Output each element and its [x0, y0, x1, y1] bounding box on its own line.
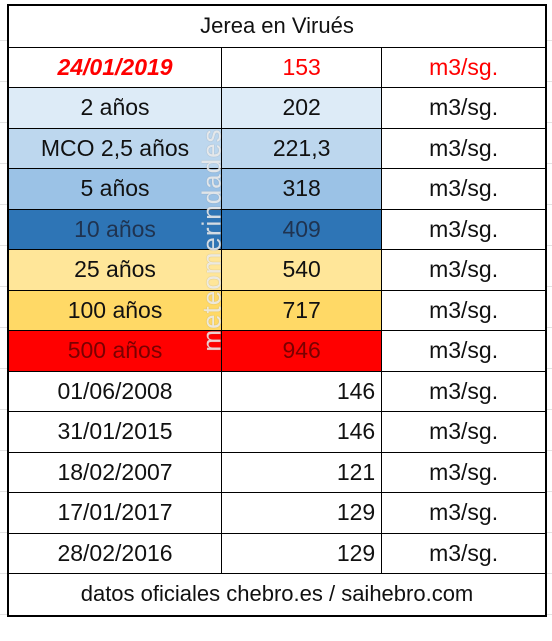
table-cell: m3/sg.: [381, 168, 547, 210]
table-cell: 18/02/2007: [7, 451, 223, 493]
table-row: 17/01/2017 129 m3/sg.: [7, 492, 547, 534]
table-cell: 946: [221, 330, 383, 372]
table-cell: 129: [221, 492, 383, 534]
table-row: 01/06/2008 146 m3/sg.: [7, 370, 547, 412]
table-cell: m3/sg.: [381, 451, 547, 493]
title-row: Jerea en Virués: [7, 4, 547, 48]
table-row: 24/01/2019 153 m3/sg.: [7, 46, 547, 88]
table-cell: 318: [221, 168, 383, 210]
table-cell: m3/sg.: [381, 411, 547, 453]
table-cell: 2 años: [7, 87, 223, 129]
table-cell: 153: [221, 46, 383, 88]
table-cell: 717: [221, 289, 383, 331]
table-cell: 202: [221, 87, 383, 129]
table-cell: 500 años: [7, 330, 223, 372]
table-cell: 28/02/2016: [7, 532, 223, 574]
table-cell: m3/sg.: [381, 492, 547, 534]
table-cell: m3/sg.: [381, 532, 547, 574]
table-row: 28/02/2016 129 m3/sg.: [7, 532, 547, 574]
table-cell: 409: [221, 208, 383, 250]
table-row: 2 años 202 m3/sg.: [7, 87, 547, 129]
table-cell: 100 años: [7, 289, 223, 331]
table-row: MCO 2,5 años 221,3 m3/sg.: [7, 127, 547, 169]
table-cell: m3/sg.: [381, 46, 547, 88]
table-cell: 31/01/2015: [7, 411, 223, 453]
table-body: Jerea en Virués 24/01/2019 153 m3/sg. 2 año…: [7, 4, 547, 616]
table-cell: 17/01/2017: [7, 492, 223, 534]
footer-row: datos oficiales chebro.es / saihebro.com: [7, 573, 547, 616]
table-row: 18/02/2007 121 m3/sg.: [7, 451, 547, 493]
flow-table: Jerea en Virués 24/01/2019 153 m3/sg. 2 año…: [7, 4, 547, 617]
table-cell: m3/sg.: [381, 289, 547, 331]
table-cell: 24/01/2019: [7, 46, 223, 88]
footer: datos oficiales chebro.es / saihebro.com: [7, 573, 547, 616]
table-cell: 01/06/2008: [7, 370, 223, 412]
table-cell: m3/sg.: [381, 208, 547, 250]
table-row: 10 años 409 m3/sg.: [7, 208, 547, 250]
table-cell: m3/sg.: [381, 127, 547, 169]
table-row: 25 años 540 m3/sg.: [7, 249, 547, 291]
table-cell: 25 años: [7, 249, 223, 291]
table-cell: 129: [221, 532, 383, 574]
table-cell: m3/sg.: [381, 87, 547, 129]
table-row: 100 años 717 m3/sg.: [7, 289, 547, 331]
table-cell: 221,3: [221, 127, 383, 169]
title: Jerea en Virués: [7, 4, 547, 48]
table-cell: m3/sg.: [381, 249, 547, 291]
table-cell: 146: [221, 370, 383, 412]
table-row: 5 años 318 m3/sg.: [7, 168, 547, 210]
table-cell: 540: [221, 249, 383, 291]
table-cell: 10 años: [7, 208, 223, 250]
table-row: 31/01/2015 146 m3/sg.: [7, 411, 547, 453]
table-cell: m3/sg.: [381, 330, 547, 372]
table-cell: m3/sg.: [381, 370, 547, 412]
table-cell: MCO 2,5 años: [7, 127, 223, 169]
table-cell: 121: [221, 451, 383, 493]
table-row: 500 años 946 m3/sg.: [7, 330, 547, 372]
table-cell: 5 años: [7, 168, 223, 210]
table-cell: 146: [221, 411, 383, 453]
